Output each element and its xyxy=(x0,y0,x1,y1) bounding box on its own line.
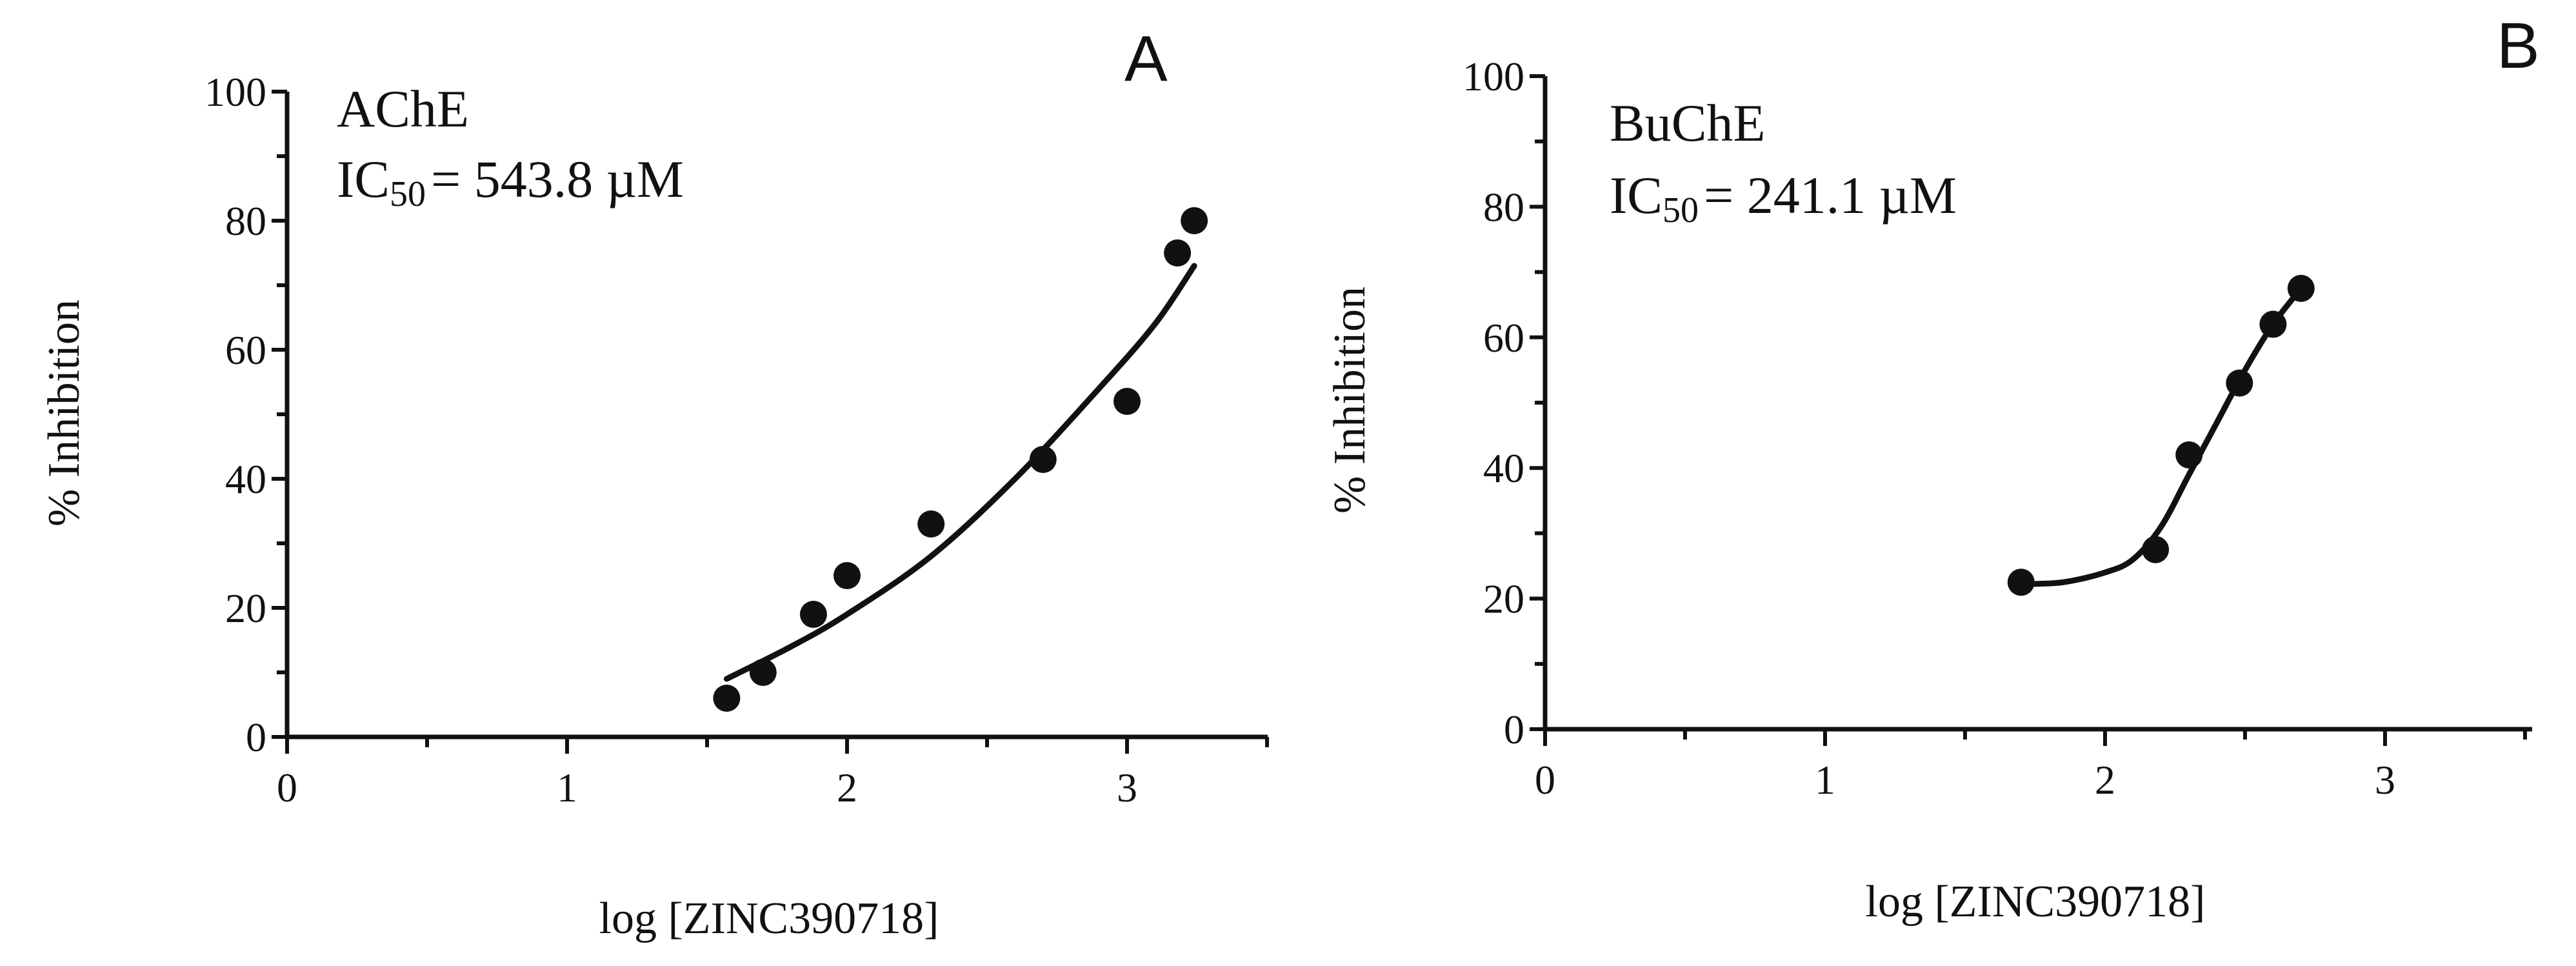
panel-a-data-point xyxy=(749,659,777,686)
panel-a-y-axis-title: % Inhibition xyxy=(39,299,89,527)
panel-a-data-point xyxy=(1181,207,1208,234)
panel-b-data-point xyxy=(2007,569,2035,596)
panel-b-data-point xyxy=(2259,310,2287,338)
panel-a-data-point xyxy=(1164,239,1192,267)
panel-a-xtick-labels: 0 1 2 3 xyxy=(277,765,1137,810)
panel-b-data-point xyxy=(2287,274,2315,302)
panel-b-ytick-label: 60 xyxy=(1483,315,1524,361)
panel-a-grid xyxy=(272,90,1269,754)
panel-a-x-axis-title: log [ZINC390718] xyxy=(599,894,939,943)
panel-b-enzyme-label: BuChE xyxy=(1610,94,1765,152)
panel-a-ytick-label: 100 xyxy=(205,69,266,115)
panel-b-letter: B xyxy=(2497,10,2540,82)
panel-b-xtick-label: 2 xyxy=(2095,757,2115,803)
panel-a-xtick-label: 3 xyxy=(1117,765,1137,810)
panel-b-ic50-value: = 241.1 µM xyxy=(1704,166,1957,225)
panel-a-ic50-label: IC50= 543.8 µM xyxy=(337,150,684,214)
panel-a-ytick-label: 80 xyxy=(225,198,266,244)
panel-b-xtick-labels: 0 1 2 3 xyxy=(1535,757,2395,803)
panel-a-xtick-label: 1 xyxy=(557,765,577,810)
panel-a-letter: A xyxy=(1124,23,1168,95)
panel-a-points xyxy=(713,207,1208,712)
panel-b-ytick-label: 100 xyxy=(1463,54,1524,99)
panel-a-data-point xyxy=(1029,446,1057,473)
panel-b-xtick-label: 0 xyxy=(1535,757,1555,803)
panel-b-y-axis-title: % Inhibition xyxy=(1325,287,1375,514)
panel-a-xtick-label: 2 xyxy=(837,765,857,810)
panel-a-enzyme-label: AChE xyxy=(337,79,469,138)
panel-b-ytick-label: 0 xyxy=(1504,707,1524,752)
panel-a-ytick-label: 40 xyxy=(225,456,266,502)
panel-b-ic50-label: IC50= 241.1 µM xyxy=(1610,166,1957,230)
panel-b-xtick-label: 1 xyxy=(1815,757,1835,803)
panel-b-ytick-label: 40 xyxy=(1483,445,1524,491)
panel-b-grid xyxy=(1530,74,2527,746)
panel-a-ytick-labels: 0 20 40 60 80 100 xyxy=(205,69,266,760)
panel-a-data-point xyxy=(713,685,741,712)
panel-a-data-point xyxy=(917,510,945,538)
panel-a-ytick-label: 20 xyxy=(225,585,266,631)
panel-b-x-axis-title: log [ZINC390718] xyxy=(1866,877,2206,927)
panel-b-data-point xyxy=(2142,536,2170,563)
panel-a-fit-curve xyxy=(723,263,1197,682)
panel-a-data-point xyxy=(799,601,827,628)
panel-b-ytick-labels: 0 20 40 60 80 100 xyxy=(1463,54,1524,752)
panel-b: 0 20 40 60 80 100 0 1 2 3 B BuChE IC50= 241.1 µM… xyxy=(1325,10,2540,927)
panel-b-data-point xyxy=(2175,441,2203,468)
panel-b-points xyxy=(2007,274,2315,596)
panel-a-ic50-prefix: IC xyxy=(337,150,390,208)
panel-b-ytick-label: 20 xyxy=(1483,576,1524,622)
panel-a-ytick-label: 60 xyxy=(225,327,266,373)
panel-a-data-point xyxy=(1113,388,1141,415)
panel-b-ytick-label: 80 xyxy=(1483,184,1524,230)
panel-b-ic50-sub: 50 xyxy=(1662,190,1699,230)
panel-a-ic50-sub: 50 xyxy=(390,174,426,214)
panel-b-fit-curve xyxy=(2018,285,2304,587)
panel-a-ytick-label: 0 xyxy=(246,714,266,760)
panel-b-ic50-prefix: IC xyxy=(1610,166,1662,225)
panel-b-xtick-label: 3 xyxy=(2375,757,2395,803)
panel-a-data-point xyxy=(834,562,861,589)
panel-b-data-point xyxy=(2226,369,2253,397)
panel-a-ic50-value: = 543.8 µM xyxy=(431,150,684,208)
panel-a-xtick-label: 0 xyxy=(277,765,297,810)
